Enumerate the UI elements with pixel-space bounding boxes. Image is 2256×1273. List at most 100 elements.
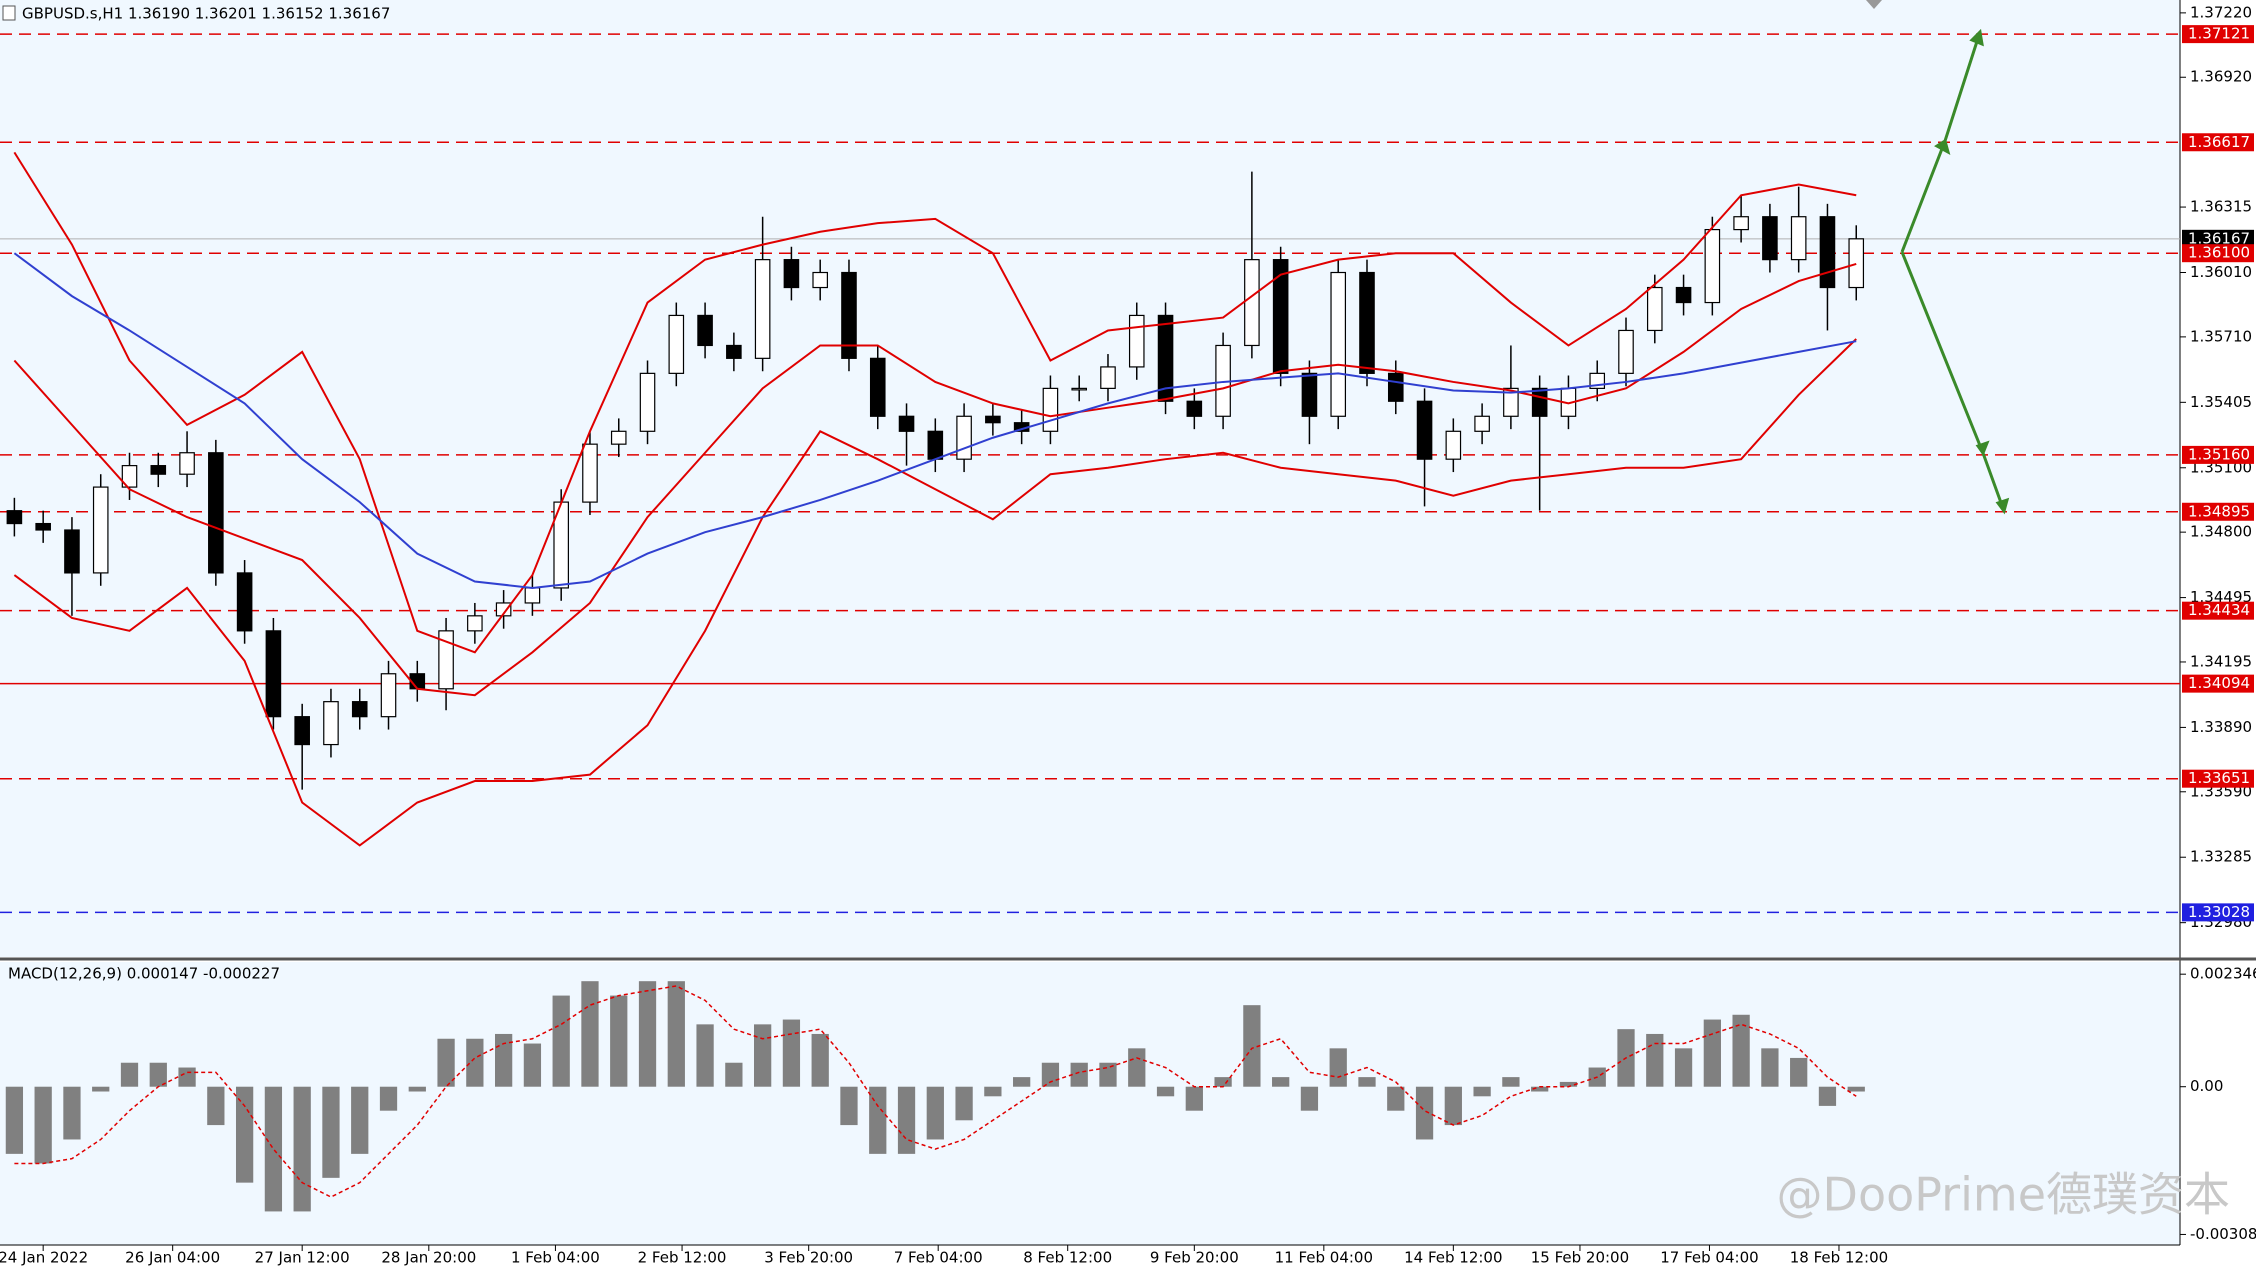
candle-body [783,259,800,289]
macd-bar [1128,1048,1146,1087]
y-tick-label: 0.002346 [2190,965,2256,983]
macd-bar [984,1086,1002,1097]
macd-bar [754,1024,772,1087]
candle-body [92,486,109,574]
chart-title: GBPUSD.s,H1 1.36190 1.36201 1.36152 1.36… [22,5,390,23]
macd-bar [955,1086,973,1121]
candle-body [495,602,512,617]
y-tick-label: 1.36920 [2190,68,2252,86]
x-tick-label: 26 Jan 04:00 [125,1249,220,1267]
macd-bar [1415,1086,1434,1140]
y-tick-label: 1.36315 [2190,198,2252,216]
y-tick-label: 1.34195 [2190,652,2252,670]
macd-bar [897,1086,916,1154]
level-label-box [2182,502,2254,521]
level-label: 1.34094 [2188,674,2250,692]
macd-bar [1732,1014,1750,1087]
y-tick-label: 1.34800 [2190,523,2252,541]
macd-bar [437,1038,455,1087]
level-label-box [2182,229,2254,248]
candle-body [1503,387,1519,417]
macd-bar [1300,1086,1319,1111]
candle-body [1128,314,1145,368]
candle-body [1416,400,1433,460]
candle-body [323,701,339,746]
candle-body [1387,372,1404,402]
candle-body [1790,216,1807,261]
candle-body [1675,286,1692,304]
x-tick-label: 9 Feb 20:00 [1150,1249,1239,1267]
candle-body [1100,366,1116,389]
macd-bar [725,1062,743,1087]
macd-bar [667,981,685,1087]
macd-bar [552,995,570,1087]
x-tick-label: 8 Feb 12:00 [1023,1249,1112,1267]
x-tick-label: 15 Feb 20:00 [1531,1249,1629,1267]
candle-body [6,510,23,525]
candle-body [1445,430,1462,460]
macd-title: MACD(12,26,9) 0.000147 -0.000227 [8,965,280,983]
candle-body [1848,238,1865,289]
macd-bar [379,1086,398,1111]
macd-bar [1041,1062,1060,1087]
level-label: 1.36167 [2188,229,2250,247]
candle-body [726,344,742,359]
symbol-icon [2,5,16,21]
macd-bar [351,1086,369,1154]
candle-body [438,630,454,690]
macd-bar [494,1033,513,1087]
indicator-line [13,252,1857,589]
candle-body [294,716,310,746]
indicator-line [13,338,1857,847]
candle-body [1646,286,1663,332]
macd-bar [1818,1086,1837,1106]
candle-body [1762,216,1778,261]
x-tick-label: 17 Feb 04:00 [1660,1249,1758,1267]
candle-body [351,701,368,718]
candle-body [869,357,886,417]
y-tick-label: 1.34495 [2190,588,2252,606]
candle-body [1244,259,1260,347]
candle-body [668,314,685,374]
macd-bar [1790,1057,1808,1087]
x-tick-label: 11 Feb 04:00 [1275,1249,1373,1267]
macd-bar [926,1086,944,1140]
macd-bar [1531,1086,1549,1092]
candle-body [1042,387,1059,432]
candle-body [610,430,627,445]
macd-bar [408,1086,426,1092]
forecast-arrows [1900,28,2010,515]
level-label: 1.36617 [2188,133,2250,151]
macd-bar [1646,1033,1664,1087]
candle-body [927,430,944,460]
macd-bar [1329,1048,1347,1087]
x-tick-label: 18 Feb 12:00 [1790,1249,1888,1267]
level-label: 1.33651 [2188,769,2250,787]
x-tick-label: 27 Jan 12:00 [255,1249,350,1267]
x-tick-label: 14 Feb 12:00 [1404,1249,1502,1267]
candle-body [1531,387,1548,417]
x-tick-label: 2 Feb 12:00 [638,1249,727,1267]
macd-bar [638,981,657,1087]
x-tick-label: 28 Jan 20:00 [381,1249,476,1267]
x-tick-label: 7 Feb 04:00 [894,1249,983,1267]
level-label: 1.34434 [2188,601,2250,619]
macd-bar [1243,1005,1261,1087]
candle-body [1618,329,1634,374]
candle-body [208,452,224,574]
candle-body [265,630,282,718]
level-label-box [2182,244,2254,263]
macd-bar [1099,1062,1117,1087]
macd-bar [1444,1086,1462,1126]
y-tick-label: 1.36010 [2190,263,2252,281]
macd-bar [264,1086,283,1212]
macd-bar [1013,1077,1031,1087]
macd-bar [696,1024,714,1087]
macd-bar [1214,1077,1232,1087]
level-label-box [2182,601,2254,620]
arrow-heads [1934,28,2010,515]
candle-body [1704,228,1721,304]
y-tick-label: 1.35405 [2190,393,2252,411]
macd-bar [178,1067,196,1087]
